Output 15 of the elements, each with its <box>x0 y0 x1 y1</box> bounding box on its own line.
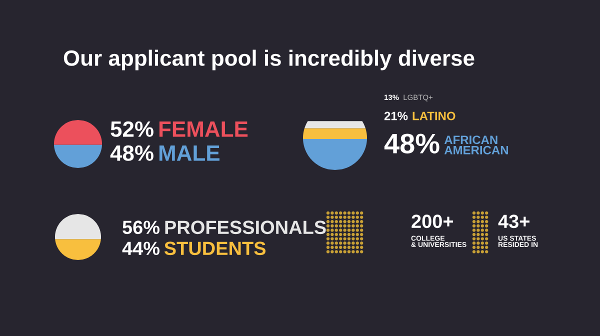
category-label: LATINO <box>412 112 456 120</box>
text: 43+ <box>498 214 530 228</box>
text: 200+ <box>412 214 454 228</box>
category-label: STUDENTS <box>164 242 266 256</box>
category-label: PROFESSIONALS <box>165 220 326 234</box>
data-label: 48% <box>110 145 154 161</box>
text: Our applicant pool is incredibly diverse <box>64 50 474 70</box>
category-label: FEMALE <box>159 122 248 137</box>
data-label: 44% <box>122 242 160 256</box>
category-label: AFRICAN AMERICAN <box>444 136 508 154</box>
data-label: 48% <box>384 134 440 154</box>
data-label: 21% <box>384 112 408 120</box>
category-label: MALE <box>159 146 220 161</box>
data-label: 52% <box>110 121 154 137</box>
data-label: 56% <box>122 220 160 234</box>
